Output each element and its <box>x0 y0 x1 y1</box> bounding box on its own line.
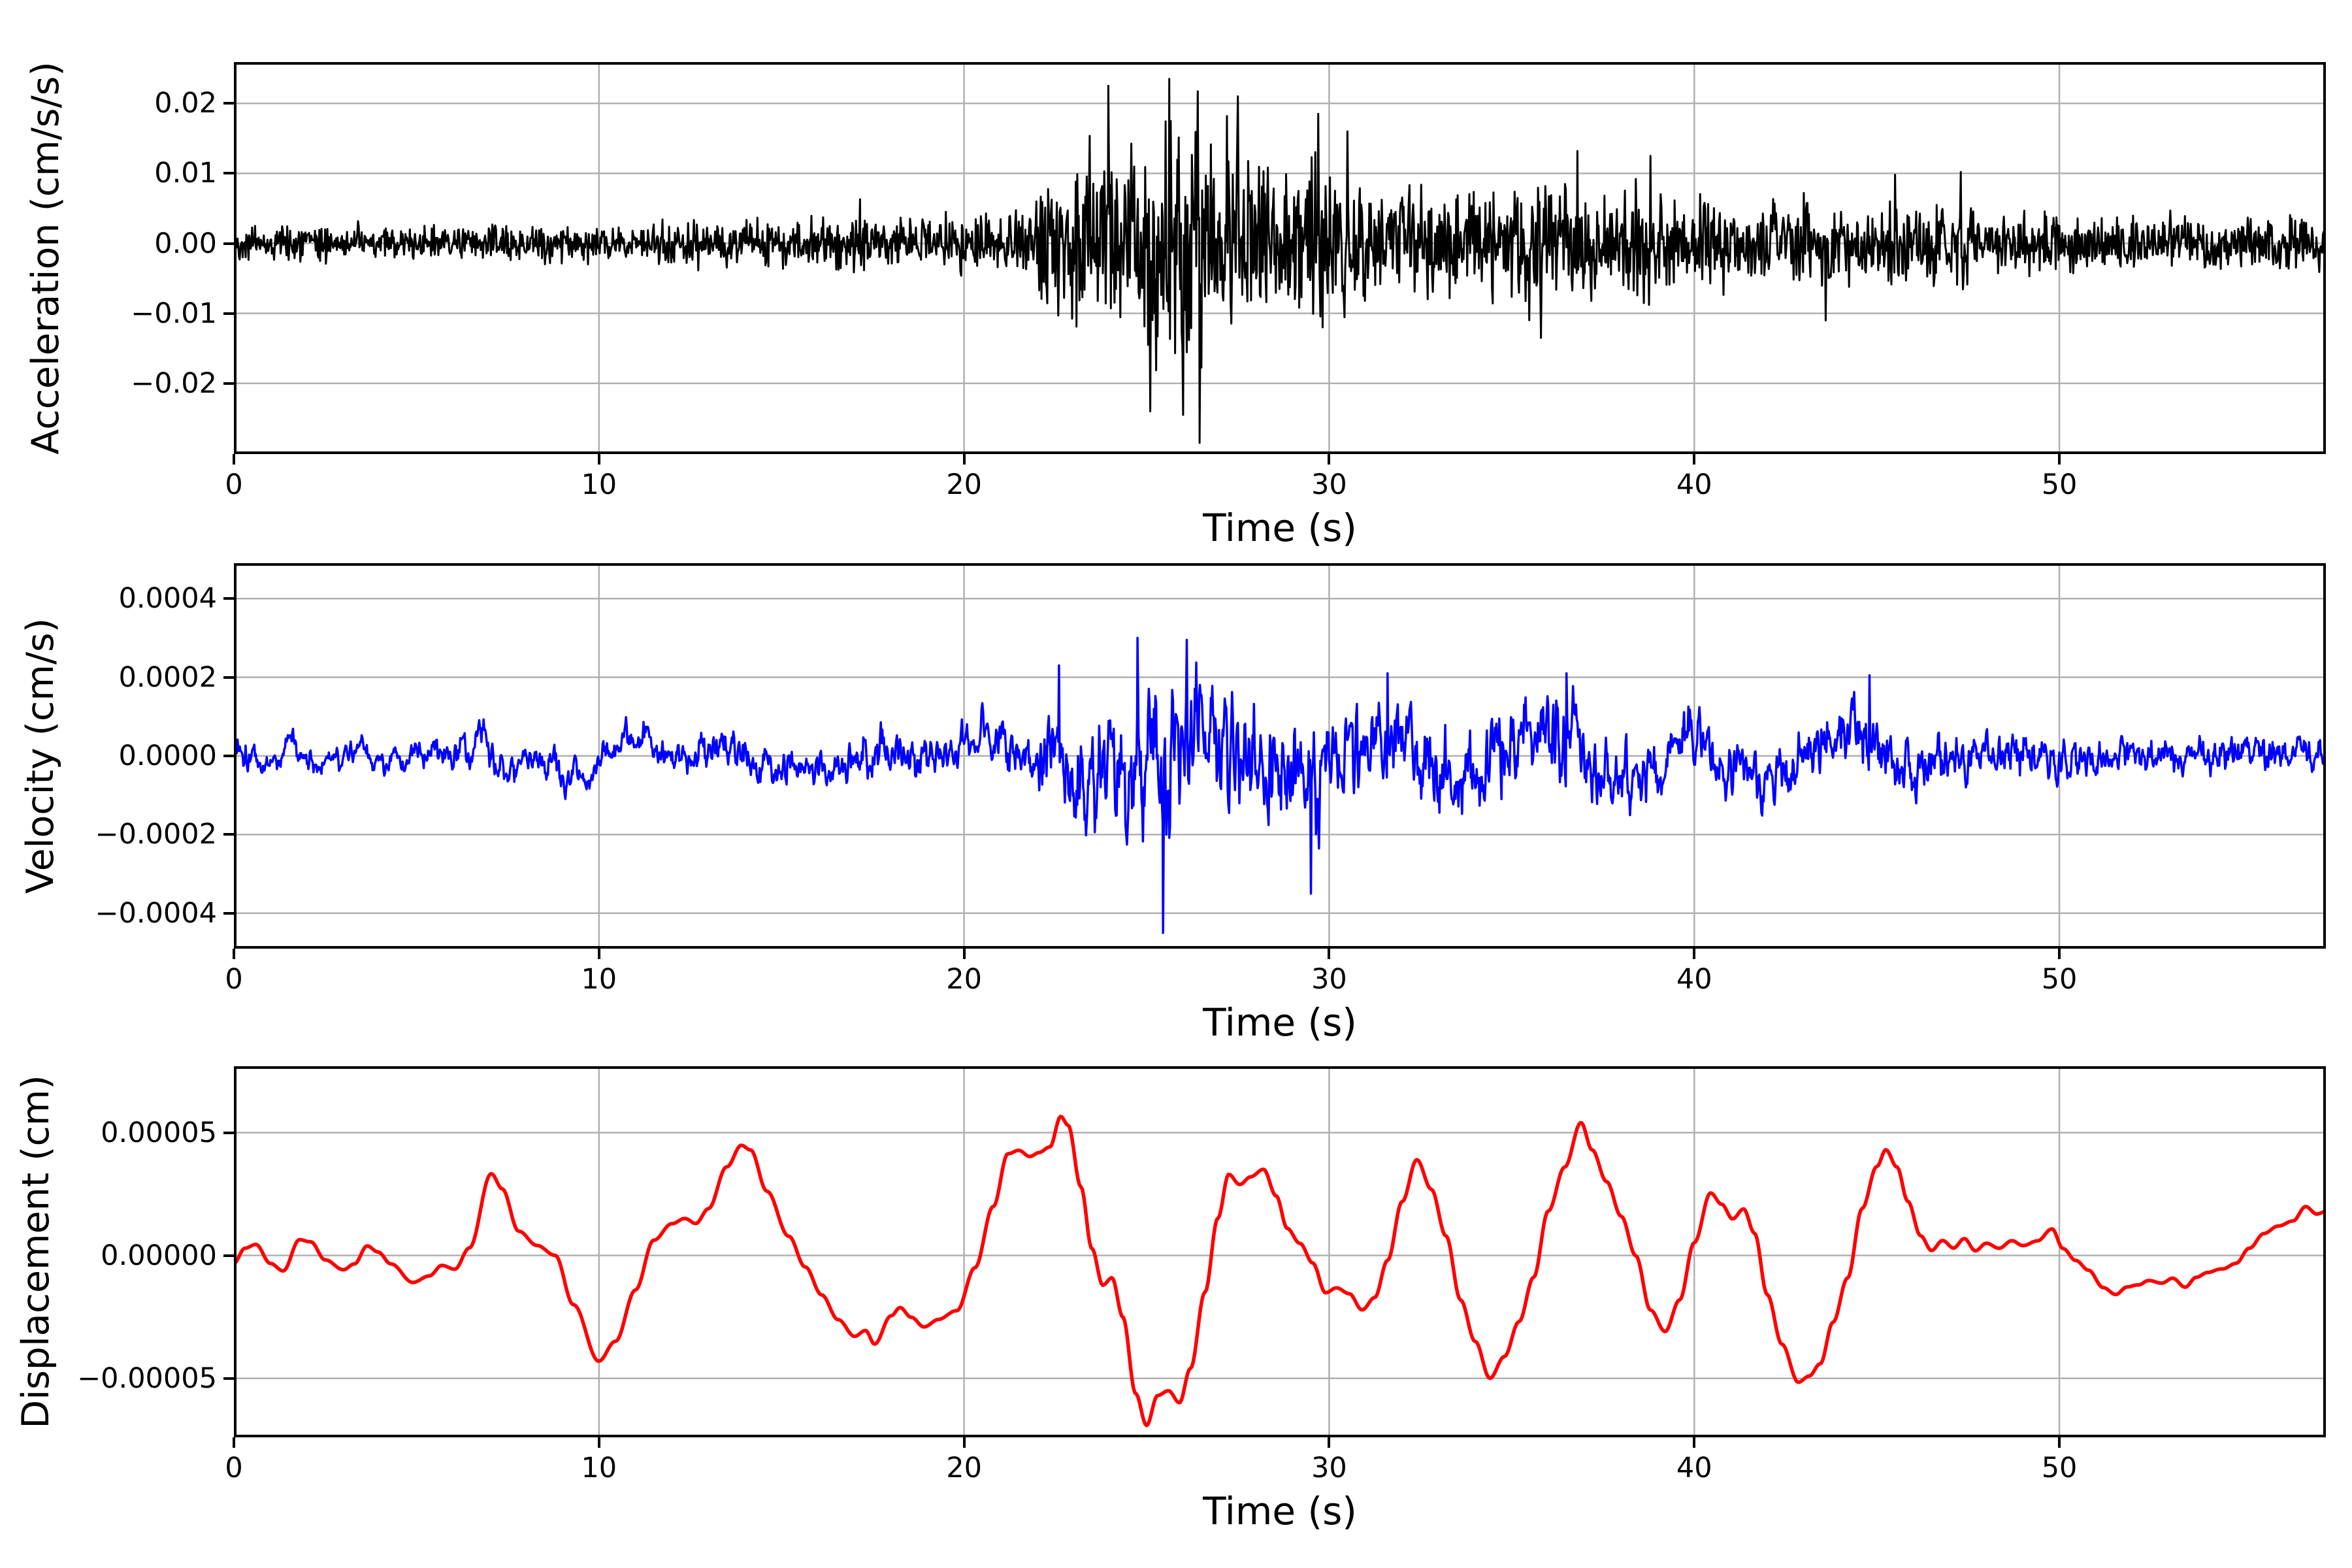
x-tick-mark <box>597 1437 600 1448</box>
x-tick-mark <box>233 1437 235 1448</box>
y-tick-mark <box>223 1377 234 1380</box>
y-tick-label: 0.00 <box>154 227 217 260</box>
velocity-trace <box>234 636 2326 934</box>
plot-area-displacement <box>234 1066 2326 1437</box>
x-tick-mark <box>2058 1437 2061 1448</box>
x-tick-label: 40 <box>1676 963 1712 996</box>
y-tick-mark <box>223 1131 234 1134</box>
x-tick-label: 50 <box>2041 1452 2078 1484</box>
y-tick-label: −0.0002 <box>95 818 218 851</box>
x-tick-label: 0 <box>225 1452 243 1484</box>
acceleration-svg <box>234 62 2326 454</box>
axes-spines <box>234 62 2326 454</box>
velocity-svg <box>234 563 2326 949</box>
plot-area-velocity <box>234 563 2326 949</box>
y-tick-label: 0.00000 <box>101 1239 217 1272</box>
x-tick-label: 30 <box>1311 963 1347 996</box>
x-tick-mark <box>1328 949 1331 959</box>
y-tick-mark <box>223 1254 234 1257</box>
x-tick-label: 20 <box>946 468 982 501</box>
y-tick-mark <box>223 911 234 915</box>
x-tick-mark <box>233 454 235 465</box>
x-tick-label: 50 <box>2041 963 2078 996</box>
x-tick-mark <box>597 454 600 465</box>
x-tick-mark <box>2058 949 2061 959</box>
y-tick-mark <box>223 242 234 245</box>
x-tick-label: 10 <box>581 963 617 996</box>
x-tick-label: 40 <box>1676 468 1712 501</box>
y-tick-mark <box>223 597 234 600</box>
y-tick-label: 0.00005 <box>101 1116 217 1149</box>
x-tick-mark <box>597 949 600 959</box>
x-axis-label-velocity: Time (s) <box>1203 1000 1357 1045</box>
x-tick-label: 30 <box>1311 1452 1347 1484</box>
y-tick-label: 0.0004 <box>118 582 217 615</box>
axes-spines <box>234 563 2326 949</box>
x-tick-mark <box>1693 454 1696 465</box>
y-tick-label: −0.0004 <box>95 896 218 930</box>
y-tick-label: 0.0002 <box>118 661 217 694</box>
y-tick-mark <box>223 312 234 315</box>
x-tick-mark <box>2058 454 2061 465</box>
y-tick-label: 0.02 <box>154 87 217 120</box>
y-tick-mark <box>223 833 234 836</box>
y-tick-mark <box>223 755 234 757</box>
x-tick-mark <box>962 454 966 465</box>
x-tick-mark <box>1328 454 1331 465</box>
x-axis-label-displacement: Time (s) <box>1203 1489 1357 1533</box>
x-axis-label-acceleration: Time (s) <box>1203 506 1357 550</box>
x-tick-mark <box>962 1437 966 1448</box>
y-tick-label: −0.00005 <box>77 1362 217 1395</box>
y-tick-mark <box>223 382 234 385</box>
y-tick-label: 0.0000 <box>118 740 217 772</box>
x-tick-label: 10 <box>581 1452 617 1484</box>
y-tick-label: −0.01 <box>131 297 217 330</box>
x-tick-label: 20 <box>946 1452 982 1484</box>
y-tick-label: −0.02 <box>131 367 217 400</box>
x-tick-label: 40 <box>1676 1452 1712 1484</box>
x-tick-label: 10 <box>581 468 617 501</box>
x-tick-mark <box>1693 949 1696 959</box>
x-tick-mark <box>233 949 235 959</box>
x-tick-mark <box>1693 1437 1696 1448</box>
displacement-svg <box>234 1066 2326 1437</box>
y-tick-mark <box>223 102 234 105</box>
x-tick-mark <box>962 949 966 959</box>
x-tick-label: 30 <box>1311 468 1347 501</box>
y-tick-mark <box>223 172 234 175</box>
y-tick-label: 0.01 <box>154 157 217 190</box>
x-tick-label: 0 <box>225 468 243 501</box>
plot-area-acceleration <box>234 62 2326 454</box>
displacement-trace <box>234 1115 2326 1428</box>
y-tick-mark <box>223 676 234 679</box>
axes-spines <box>234 1066 2326 1437</box>
x-tick-mark <box>1328 1437 1331 1448</box>
acceleration-trace <box>234 78 2326 444</box>
x-tick-label: 0 <box>225 963 243 996</box>
x-tick-label: 50 <box>2041 468 2078 501</box>
x-tick-label: 20 <box>946 963 982 996</box>
